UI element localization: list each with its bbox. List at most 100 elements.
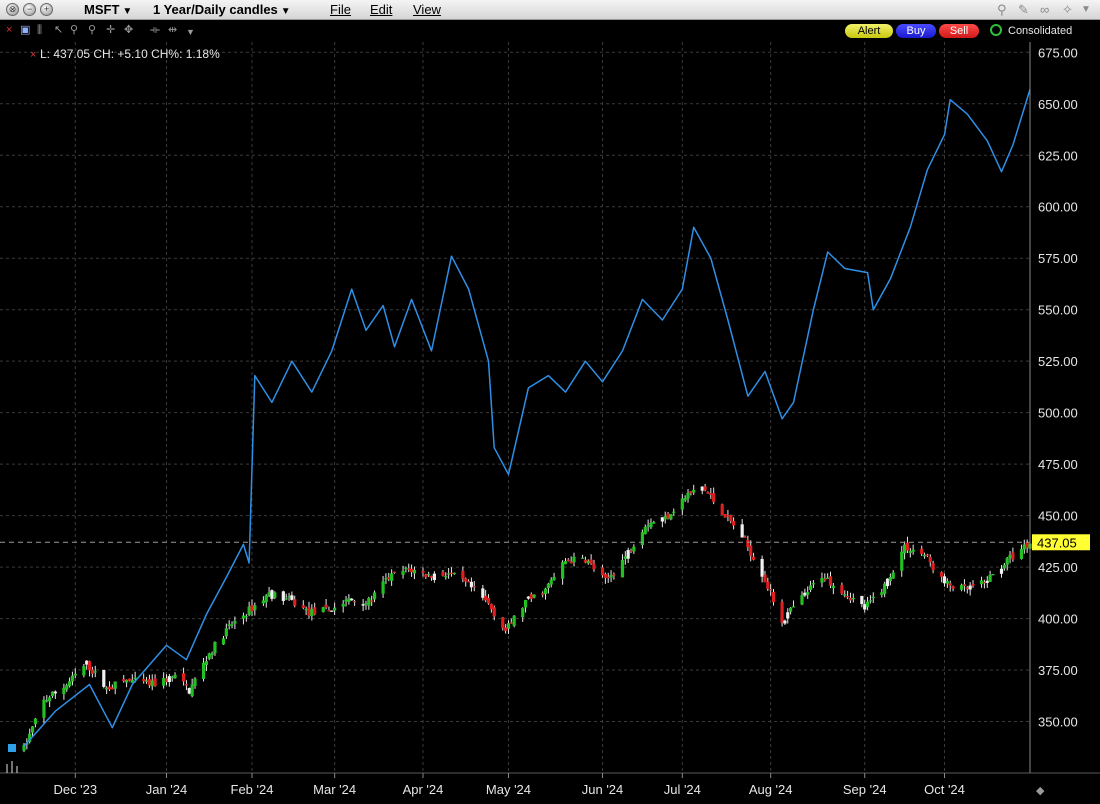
candle bbox=[931, 560, 935, 574]
candle bbox=[412, 566, 417, 580]
price-chart[interactable]: 350.00 375.00 400.00 425.00 450.00 475.00 500.… bbox=[0, 42, 1100, 804]
crosshair-arrow-icon[interactable]: ↖ bbox=[54, 24, 64, 36]
candle bbox=[709, 487, 713, 499]
candle bbox=[988, 570, 992, 582]
candle bbox=[846, 590, 850, 600]
move-icon[interactable]: ✥ bbox=[124, 24, 134, 36]
candle bbox=[424, 573, 428, 579]
candle bbox=[982, 579, 987, 589]
candle bbox=[669, 514, 673, 521]
candle bbox=[532, 594, 536, 599]
candle bbox=[93, 665, 97, 678]
candle bbox=[800, 591, 804, 606]
comparison-series bbox=[23, 89, 1031, 747]
candle bbox=[729, 514, 733, 524]
candle bbox=[407, 563, 411, 573]
data-source-selector[interactable]: Consolidated bbox=[990, 23, 1072, 39]
candle bbox=[820, 572, 824, 588]
candle bbox=[979, 576, 984, 588]
candle bbox=[951, 585, 955, 592]
chevron-down-icon[interactable]: ▼ bbox=[1081, 4, 1091, 15]
candle bbox=[441, 570, 445, 577]
candle bbox=[603, 572, 607, 584]
candle bbox=[771, 588, 776, 606]
menu-file[interactable]: File bbox=[330, 2, 351, 17]
candle bbox=[746, 535, 750, 552]
expand-icon[interactable]: ⟛ bbox=[150, 24, 160, 36]
candle bbox=[672, 508, 676, 516]
candle bbox=[766, 577, 770, 591]
menu-view[interactable]: View bbox=[413, 2, 441, 17]
window-maximize-button[interactable]: + bbox=[40, 3, 53, 16]
close-icon[interactable]: × bbox=[30, 49, 36, 61]
menu-edit[interactable]: Edit bbox=[370, 2, 393, 17]
timeframe-selector[interactable]: 1 Year/Daily candles ▼ bbox=[153, 2, 291, 17]
pin-icon[interactable]: ✧ bbox=[1062, 2, 1073, 17]
y-tick-label: 575.00 bbox=[1038, 251, 1078, 266]
candle bbox=[261, 596, 265, 607]
candle bbox=[427, 571, 431, 578]
candle bbox=[512, 615, 516, 628]
candle bbox=[680, 494, 684, 516]
pencil-icon[interactable]: ✎ bbox=[1018, 2, 1029, 17]
grid bbox=[0, 42, 1030, 773]
candle bbox=[546, 582, 550, 594]
candle bbox=[968, 582, 972, 596]
candle bbox=[464, 577, 468, 587]
candle bbox=[42, 696, 46, 724]
chevron-down-icon[interactable]: ▼ bbox=[186, 27, 195, 37]
price-axis: 350.00 375.00 400.00 425.00 450.00 475.00 500.… bbox=[1038, 45, 1078, 729]
link-icon[interactable]: ⚲ bbox=[997, 2, 1007, 17]
candle bbox=[90, 666, 94, 678]
y-tick-label: 525.00 bbox=[1038, 354, 1078, 369]
crosshair-icon[interactable]: ✛ bbox=[106, 24, 116, 36]
close-icon[interactable]: × bbox=[6, 24, 13, 36]
candle bbox=[444, 572, 448, 580]
y-tick-label: 550.00 bbox=[1038, 303, 1078, 318]
buy-button[interactable]: Buy bbox=[896, 24, 936, 38]
candle bbox=[327, 606, 331, 612]
candle bbox=[971, 580, 975, 588]
candle bbox=[489, 603, 493, 613]
candle bbox=[250, 599, 254, 617]
scroll-arrow-icon[interactable]: ◆ bbox=[1036, 785, 1045, 797]
chart-toolbar: × ▣ ⫼ ↖ ⚲ ⚲ ✛ ✥ ⟛ ⇹ ▼ Alert Buy Sell Con… bbox=[0, 20, 1100, 42]
window-minimize-button[interactable]: − bbox=[23, 3, 36, 16]
candle bbox=[891, 570, 895, 579]
symbol-selector[interactable]: MSFT ▼ bbox=[84, 2, 132, 17]
bar-chart-icon[interactable]: ⫼ bbox=[37, 24, 43, 36]
sell-button[interactable]: Sell bbox=[939, 24, 979, 38]
candle bbox=[1002, 562, 1006, 571]
candle bbox=[623, 551, 627, 565]
candle bbox=[885, 578, 890, 589]
candle bbox=[472, 581, 476, 592]
candle bbox=[686, 488, 690, 503]
time-axis: Dec '23 Jan '24 Feb '24 Mar '24 Apr '24 May '… bbox=[53, 773, 965, 797]
candle bbox=[985, 576, 989, 588]
candle bbox=[561, 560, 565, 585]
candle bbox=[207, 652, 211, 661]
alert-button[interactable]: Alert bbox=[845, 24, 893, 38]
candle bbox=[583, 556, 588, 564]
candle bbox=[421, 567, 425, 577]
candle bbox=[310, 604, 314, 621]
chart-type-icon[interactable]: ▣ bbox=[20, 24, 31, 36]
candle bbox=[640, 529, 645, 549]
pan-icon[interactable]: ⇹ bbox=[168, 24, 178, 36]
candle bbox=[429, 575, 434, 581]
zoom-out-icon[interactable]: ⚲ bbox=[88, 24, 97, 36]
candle bbox=[663, 511, 667, 524]
chain-icon[interactable]: ∞ bbox=[1040, 2, 1050, 17]
series-start-marker bbox=[8, 744, 16, 752]
candle bbox=[780, 599, 784, 627]
price-candles bbox=[22, 484, 1032, 753]
symbol-label: MSFT bbox=[84, 2, 120, 17]
candle bbox=[740, 519, 744, 538]
x-tick-label: Mar '24 bbox=[313, 782, 356, 797]
candle bbox=[572, 552, 576, 567]
window-menu-button[interactable]: ⊗ bbox=[6, 3, 19, 16]
candle bbox=[381, 575, 385, 598]
candle bbox=[281, 590, 285, 605]
x-tick-label: Jul '24 bbox=[664, 782, 701, 797]
zoom-in-icon[interactable]: ⚲ bbox=[70, 24, 79, 36]
